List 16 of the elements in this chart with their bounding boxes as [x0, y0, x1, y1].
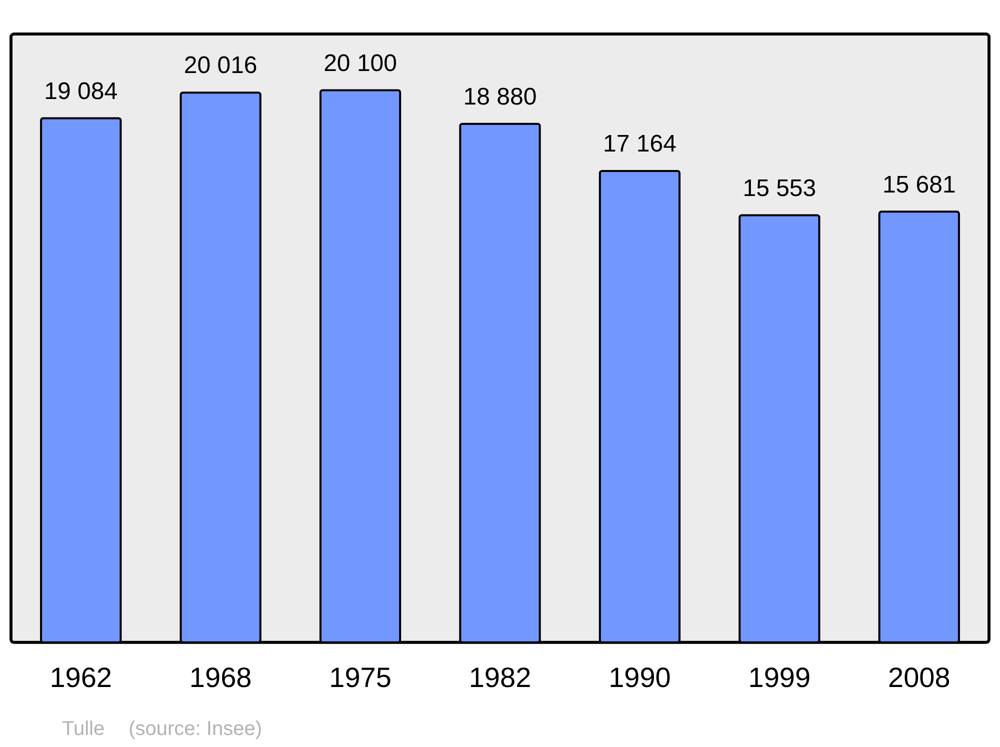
x-tick-label: 1982 — [468, 662, 532, 693]
text: (source: Insee) — [128, 718, 262, 741]
data-label: 17 164 — [603, 130, 676, 158]
data-label: 18 880 — [463, 83, 537, 110]
x-tick-label: 1999 — [748, 662, 811, 693]
x-tick-label: 1962 — [50, 662, 112, 693]
text: Tulle — [62, 718, 105, 741]
data-label: 19 084 — [44, 78, 118, 105]
x-tick-label: 1975 — [329, 662, 392, 693]
x-tick-label: 2008 — [888, 662, 950, 693]
x-tick-label: 1990 — [608, 662, 671, 693]
data-label: 15 681 — [882, 171, 956, 198]
data-label: 20 100 — [324, 50, 397, 77]
x-tick-label: 1968 — [189, 662, 252, 693]
data-label: 15 553 — [742, 174, 816, 202]
data-label: 20 016 — [184, 52, 258, 80]
